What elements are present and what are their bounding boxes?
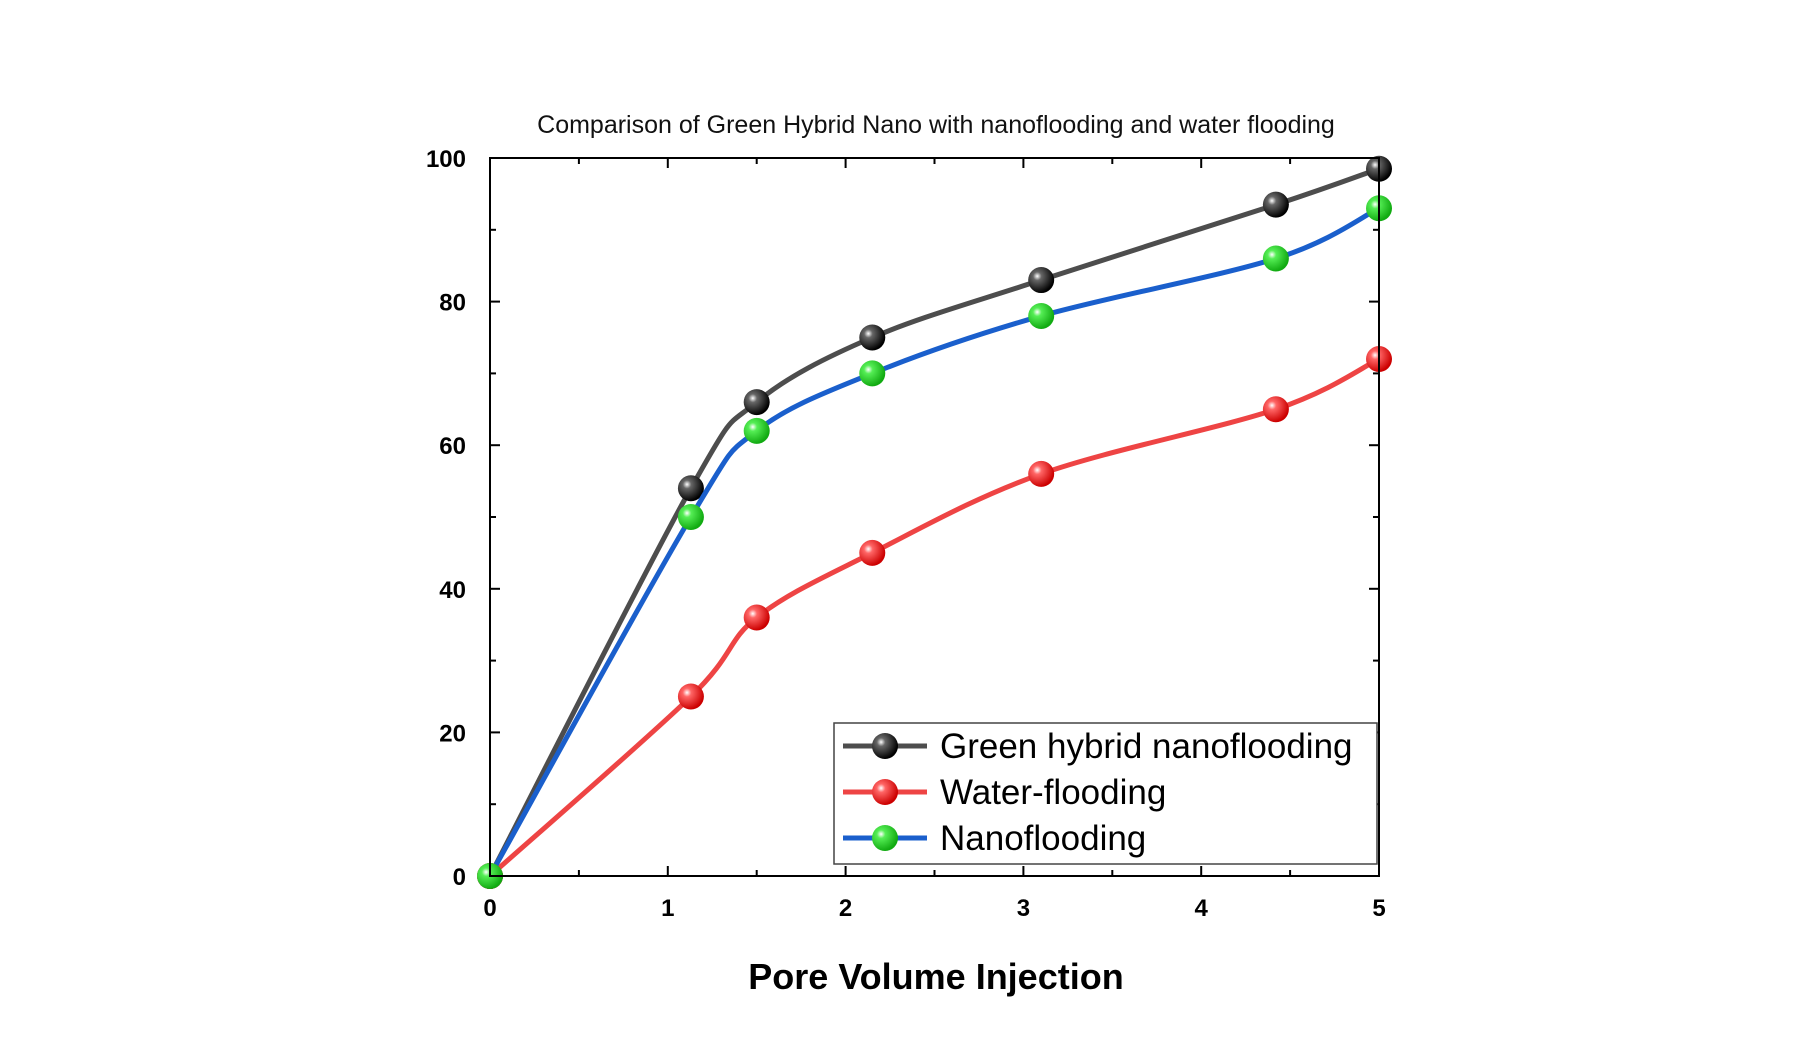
data-point xyxy=(859,360,886,387)
y-tick-label: 20 xyxy=(439,720,466,747)
y-tick-label: 100 xyxy=(426,146,466,173)
legend-marker xyxy=(872,733,898,759)
legend-label: Water-flooding xyxy=(940,773,1166,812)
data-point xyxy=(1262,245,1289,272)
data-point xyxy=(1262,396,1289,423)
series-nanoflooding xyxy=(477,195,1392,889)
x-tick-label: 5 xyxy=(1372,895,1385,922)
legend-label: Green hybrid nanoflooding xyxy=(940,727,1353,766)
data-point xyxy=(743,389,770,416)
y-tick-label: 60 xyxy=(439,433,466,460)
chart-title: Comparison of Green Hybrid Nano with nan… xyxy=(537,111,1335,139)
data-point xyxy=(677,683,704,710)
x-tick-label: 4 xyxy=(1195,895,1209,922)
data-point xyxy=(1262,191,1289,218)
axes-layer: 0 1 2 3 4 5 0 20 40 60 80 100 xyxy=(426,146,1386,922)
legend-marker xyxy=(872,779,898,805)
legend-item: Nanoflooding xyxy=(843,819,1146,858)
legend-label: Nanoflooding xyxy=(940,819,1146,858)
y-tick-label: 80 xyxy=(439,290,466,317)
data-point xyxy=(859,324,886,351)
legend-item: Water-flooding xyxy=(843,773,1166,812)
data-point xyxy=(677,504,704,530)
x-tick-label: 2 xyxy=(839,895,852,922)
data-point xyxy=(743,417,770,444)
data-point xyxy=(743,604,770,631)
legend-marker xyxy=(872,825,898,851)
data-point xyxy=(859,539,886,566)
x-tick-label: 0 xyxy=(483,895,496,922)
data-point xyxy=(1028,460,1055,487)
x-tick-label: 1 xyxy=(661,895,674,922)
x-axis-label: Pore Volume Injection xyxy=(748,956,1123,997)
data-point xyxy=(1028,267,1055,294)
data-point xyxy=(1028,302,1055,329)
series-line xyxy=(487,166,1380,878)
legend-item: Green hybrid nanoflooding xyxy=(843,727,1353,766)
legend: Green hybrid nanoflooding Water-flooding N… xyxy=(833,722,1378,865)
y-tick-label: 0 xyxy=(453,864,466,891)
data-point xyxy=(677,475,704,502)
x-tick-label: 3 xyxy=(1017,895,1030,922)
y-tick-label: 40 xyxy=(439,577,466,604)
